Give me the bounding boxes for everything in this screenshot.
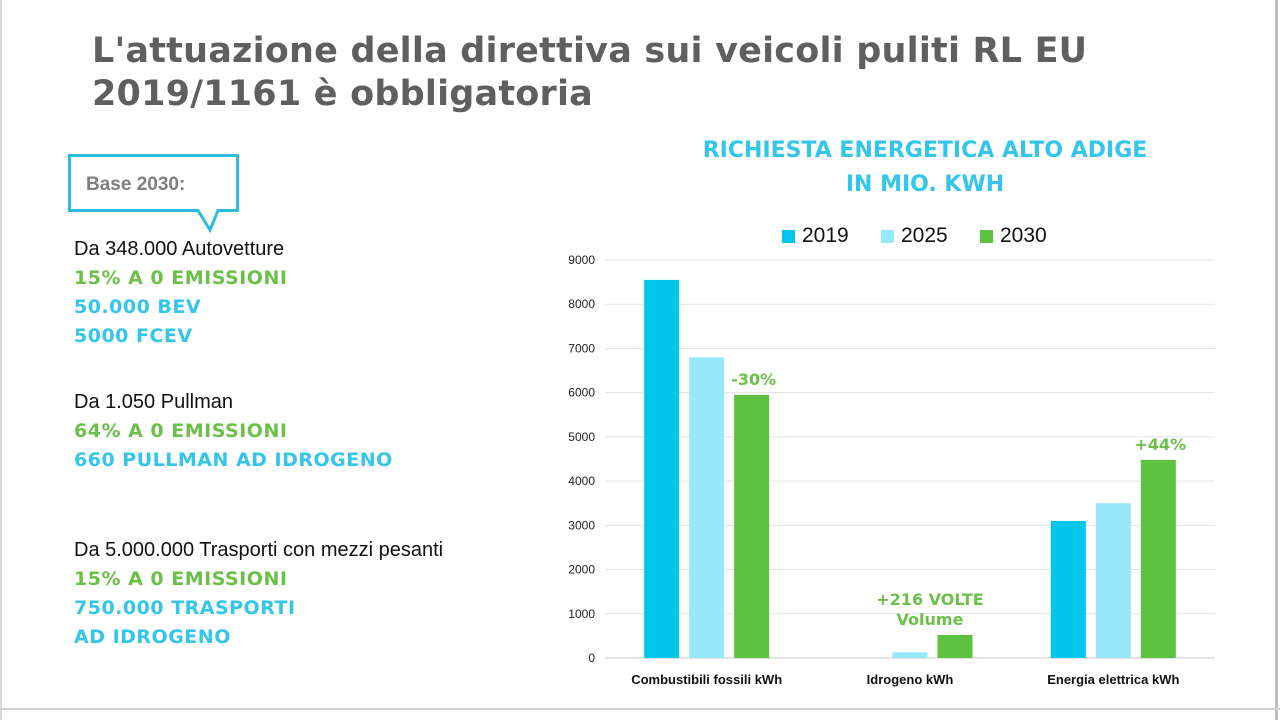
slide-frame-bottom: [0, 708, 1280, 710]
trucks-hydrogen: AD IDROGENO: [74, 626, 231, 648]
y-tick-label-2000: 2000: [568, 563, 595, 577]
slide-frame-left: [0, 0, 2, 720]
legend-label-2025: 2025: [901, 224, 948, 247]
bar-2019-cat-0: [644, 279, 680, 658]
legend-label-2030: 2030: [1000, 224, 1047, 247]
speech-bubble-icon: [68, 154, 239, 234]
annotation-1-line-0: +216 VOLTE: [876, 590, 983, 609]
cars-zero-emission: 15% A 0 EMISSIONI: [74, 267, 288, 289]
y-tick-label-7000: 7000: [568, 341, 595, 355]
trucks-transports: 750.000 TRASPORTI: [74, 597, 296, 619]
cars-block: Da 348.000 Autovetture 15% A 0 EMISSIONI…: [74, 235, 287, 351]
buses-hydrogen: 660 PULLMAN AD IDROGENO: [74, 449, 393, 471]
cars-base: Da 348.000 Autovetture: [74, 238, 285, 260]
y-tick-label-1000: 1000: [568, 607, 595, 621]
bar-2025-cat-1: [892, 652, 928, 658]
buses-block: Da 1.050 Pullman 64% A 0 EMISSIONI 660 P…: [74, 388, 393, 475]
energy-demand-chart: 0 1000 2000 3000 4000 5000 6000 7000 8000 9000 201…: [568, 224, 1215, 687]
annotation-2-line-0: +44%: [1134, 435, 1186, 454]
bar-2030-cat-1: [937, 635, 973, 658]
y-tick-label-5000: 5000: [568, 430, 595, 444]
legend-swatch-2025: [881, 230, 894, 243]
cars-bev: 50.000 BEV: [74, 296, 202, 318]
category-label-2: Energia elettrica kWh: [1047, 672, 1179, 687]
category-label-0: Combustibili fossili kWh: [631, 672, 782, 687]
cars-fcev: 5000 FCEV: [74, 325, 193, 347]
buses-base: Da 1.050 Pullman: [74, 391, 233, 413]
trucks-block: Da 5.000.000 Trasporti con mezzi pesanti…: [74, 536, 443, 652]
bar-2025-cat-2: [1095, 503, 1131, 658]
slide-frame-right: [1275, 0, 1278, 720]
annotation-1-line-1: Volume: [897, 610, 964, 629]
legend-swatch-2019: [782, 230, 795, 243]
bar-2025-cat-0: [689, 357, 725, 658]
bar-2030-cat-0: [734, 394, 770, 658]
y-tick-label-4000: 4000: [568, 474, 595, 488]
trucks-zero-emission: 15% A 0 EMISSIONI: [74, 568, 288, 590]
y-tick-label-0: 0: [588, 651, 595, 665]
y-tick-label-8000: 8000: [568, 297, 595, 311]
annotation-0-line-0: -30%: [731, 370, 776, 389]
bar-2030-cat-2: [1140, 459, 1176, 658]
slide-title: L'attuazione della direttiva sui veicoli…: [92, 31, 1088, 114]
buses-zero-emission: 64% A 0 EMISSIONI: [74, 420, 288, 442]
y-tick-label-6000: 6000: [568, 386, 595, 400]
y-tick-label-3000: 3000: [568, 518, 595, 532]
bar-2019-cat-2: [1050, 520, 1086, 658]
legend-label-2019: 2019: [802, 224, 849, 247]
trucks-base: Da 5.000.000 Trasporti con mezzi pesanti: [74, 539, 444, 561]
base-callout: Base 2030:: [68, 154, 244, 234]
chart-title-line-1: RICHIESTA ENERGETICA ALTO ADIGE: [702, 138, 1148, 163]
chart-title: RICHIESTA ENERGETICA ALTO ADIGE IN MIO. …: [640, 134, 1210, 202]
chart-title-line-2: IN MIO. KWH: [845, 172, 1005, 197]
callout-label: Base 2030:: [86, 174, 186, 195]
category-label-1: Idrogeno kWh: [867, 672, 954, 687]
y-tick-label-9000: 9000: [568, 253, 595, 267]
legend-swatch-2030: [980, 230, 993, 243]
